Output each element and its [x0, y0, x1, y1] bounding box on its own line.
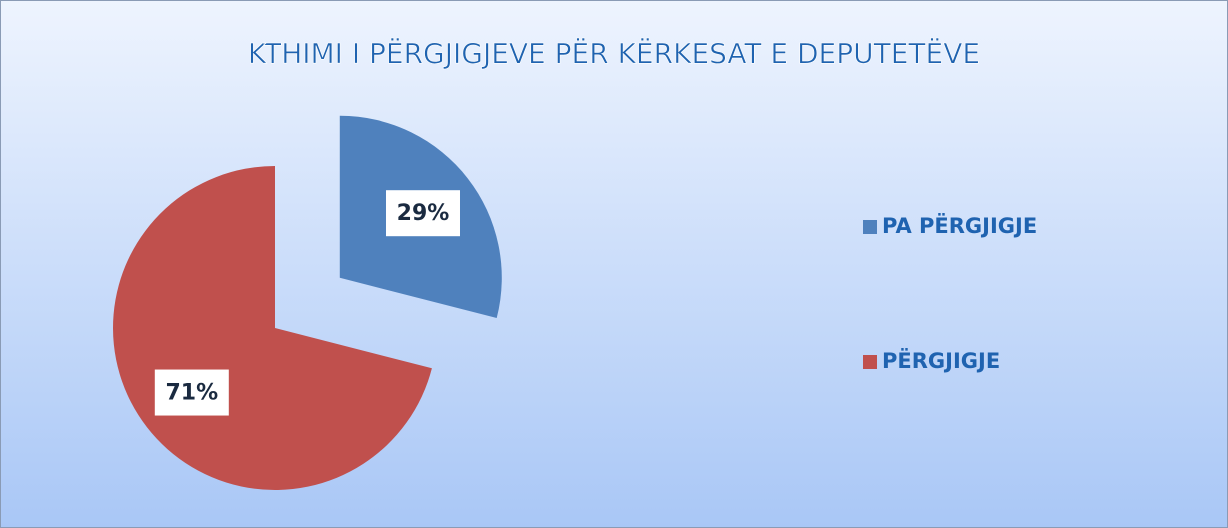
data-label-box	[385, 190, 460, 237]
chart-title: KTHIMI I PËRGJIGJEVE PËR KËRKESAT E DEPU…	[248, 37, 980, 70]
data-label: 71%	[165, 381, 218, 406]
legend-label: PA PËRGJIGJE	[882, 213, 1037, 238]
data-label: 29%	[397, 201, 450, 226]
legend-swatch	[863, 220, 877, 234]
legend-swatch	[863, 355, 877, 369]
legend-label: PËRGJIGJE	[882, 348, 1000, 373]
data-label-box	[154, 369, 229, 416]
